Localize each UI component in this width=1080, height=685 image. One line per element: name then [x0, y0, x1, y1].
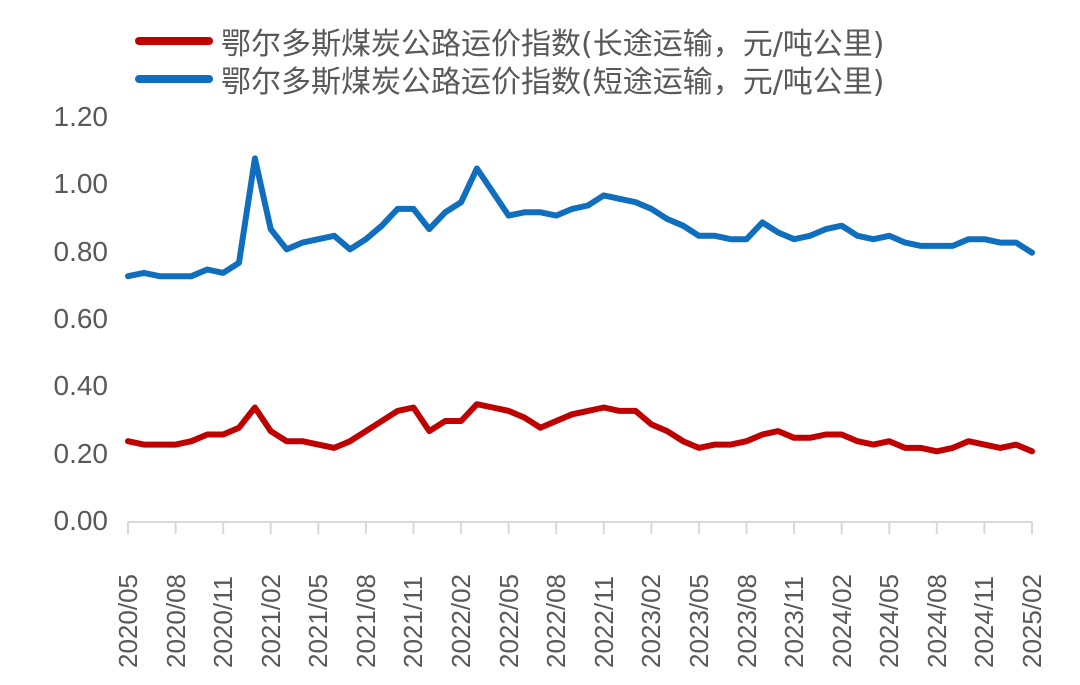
chart-legend: 鄂尔多斯煤炭公路运价指数(长途运输，元/吨公里) 鄂尔多斯煤炭公路运价指数(短途…: [135, 22, 885, 100]
y-tick-label: 0.80: [53, 235, 109, 267]
x-tick-label: 2025/02: [1017, 574, 1047, 668]
x-tick-label: 2021/02: [255, 574, 286, 668]
legend-item-long-haul: 鄂尔多斯煤炭公路运价指数(长途运输，元/吨公里): [135, 22, 885, 62]
x-tick-label: 2023/11: [779, 575, 810, 668]
x-tick-label: 2023/05: [683, 574, 714, 668]
x-tick-label: 2024/05: [874, 574, 905, 668]
legend-label-long-haul: 鄂尔多斯煤炭公路运价指数(长途运输，元/吨公里): [221, 27, 885, 62]
legend-swatch-red: [135, 37, 213, 45]
x-tick-label: 2022/11: [588, 575, 619, 668]
legend-swatch-blue: [135, 75, 213, 83]
x-tick-label: 2023/08: [731, 574, 762, 668]
x-tick-label: 2022/08: [541, 574, 572, 668]
chart-axes: [127, 521, 1033, 534]
x-tick-label: 2023/02: [636, 574, 667, 668]
x-tick-label: 2024/08: [921, 574, 952, 668]
y-tick-label: 1.20: [53, 101, 109, 132]
x-tick-label: 2024/11: [969, 575, 1000, 668]
y-tick-label: 0.60: [53, 303, 109, 334]
x-tick-label: 2020/11: [208, 575, 239, 668]
legend-label-short-haul: 鄂尔多斯煤炭公路运价指数(短途运输，元/吨公里): [221, 65, 885, 100]
series-line-long-haul: [125, 401, 1035, 455]
x-tick-label: 2020/05: [113, 574, 143, 668]
y-tick-label: 0.40: [53, 370, 109, 402]
series-line-short-haul: [125, 155, 1035, 280]
x-tick-label: 2022/05: [493, 574, 524, 668]
legend-item-short-haul: 鄂尔多斯煤炭公路运价指数(短途运输，元/吨公里): [135, 60, 885, 100]
x-tick-label: 2020/08: [160, 574, 191, 668]
y-tick-label: 1.00: [53, 168, 109, 200]
x-tick-label: 2021/05: [303, 574, 334, 668]
x-tick-label: 2024/02: [826, 574, 857, 668]
y-tick-label: 0.00: [53, 505, 109, 536]
y-tick-label: 0.20: [53, 437, 109, 469]
x-tick-label: 2021/11: [398, 575, 429, 668]
chart-series: [125, 155, 1035, 455]
x-tick-label: 2021/08: [350, 574, 381, 668]
x-tick-label: 2022/02: [446, 574, 477, 668]
